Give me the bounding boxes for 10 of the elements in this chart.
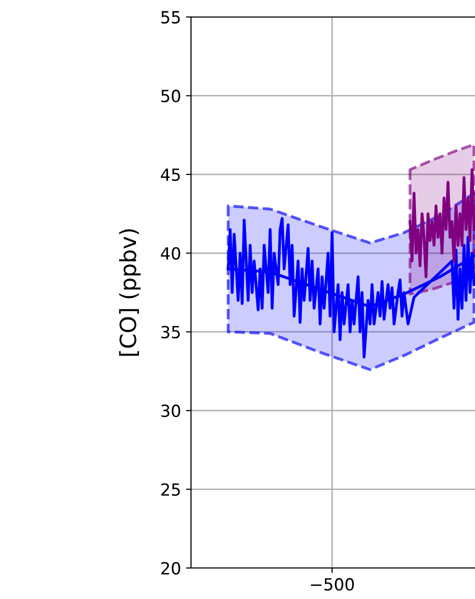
y-tick-label: 35	[161, 326, 180, 338]
y-tick-label: 40	[160, 247, 180, 260]
y-tick-label: 55	[161, 11, 180, 24]
x-tick-label: −500	[310, 578, 354, 591]
y-tick-label: 50	[161, 90, 180, 102]
y-tick-label: 20	[161, 562, 180, 575]
y-tick-label: 30	[161, 404, 180, 418]
y-axis-title: [CO] (ppbv)	[119, 229, 141, 356]
y-tick-label: 25	[161, 483, 180, 496]
y-tick-label: 45	[160, 168, 180, 181]
